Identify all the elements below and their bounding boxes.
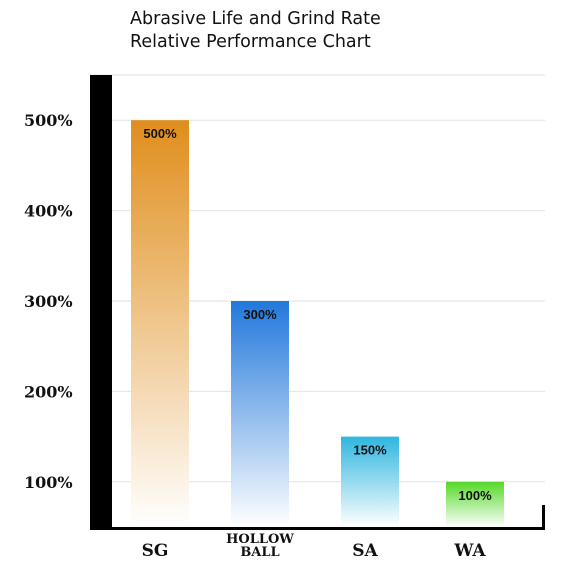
bars xyxy=(131,120,504,527)
x-axis-end-tick xyxy=(542,505,545,530)
axes xyxy=(90,75,545,530)
y-tick-label: 500% xyxy=(24,111,73,130)
bar xyxy=(446,481,504,527)
y-tick-label: 100% xyxy=(24,473,73,492)
y-axis-bar xyxy=(90,75,112,530)
y-tick-label: 400% xyxy=(24,202,73,221)
x-tick-labels: SG HOLLOW BALL SA WA xyxy=(142,532,487,561)
bar xyxy=(131,120,189,527)
x-tick-label: SG xyxy=(142,541,169,561)
chart-title: Abrasive Life and Grind Rate Relative Pe… xyxy=(130,8,381,54)
data-label: 500% xyxy=(143,126,177,141)
x-tick-label: SA xyxy=(352,541,378,561)
y-tick-labels: 100% 200% 300% 400% 500% xyxy=(24,111,73,492)
data-labels: 500% 300% 150% 100% xyxy=(143,126,492,503)
y-tick-label: 300% xyxy=(24,292,73,311)
data-label: 100% xyxy=(458,488,492,503)
data-label: 300% xyxy=(243,307,277,322)
data-label: 150% xyxy=(353,443,387,458)
x-axis-line xyxy=(90,527,545,530)
chart-title-line-1: Abrasive Life and Grind Rate xyxy=(130,9,381,29)
x-tick-label: HOLLOW BALL xyxy=(226,532,294,560)
bar xyxy=(341,436,399,527)
chart-title-line-2: Relative Performance Chart xyxy=(130,32,371,52)
bar xyxy=(231,301,289,527)
x-tick-label: WA xyxy=(453,541,486,561)
y-tick-label: 200% xyxy=(24,382,73,401)
